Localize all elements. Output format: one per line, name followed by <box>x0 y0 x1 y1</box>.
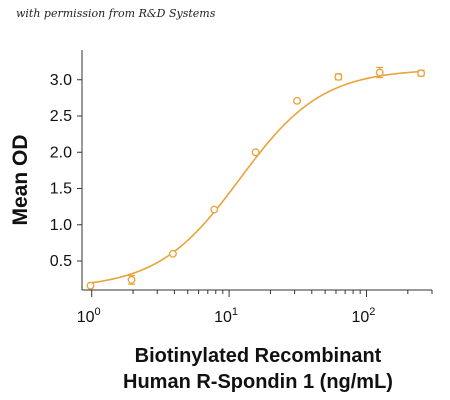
x-tick-label: 100 <box>77 306 101 326</box>
data-point <box>375 68 384 77</box>
data-point <box>127 275 136 284</box>
fit-curve <box>90 70 422 284</box>
y-tick-label: 1.5 <box>50 181 72 198</box>
x-axis-label-line-2: Human R-Spondin 1 (ng/mL) <box>123 371 393 393</box>
plot-frame <box>81 50 432 291</box>
data-point <box>293 96 302 105</box>
credit-text: with permission from R&D Systems <box>16 7 216 20</box>
x-axis-label-line-1: Biotinylated Recombinant <box>135 345 382 367</box>
data-point <box>251 148 260 157</box>
y-tick-label: 2.5 <box>50 108 72 125</box>
data-points <box>86 66 426 290</box>
x-tick-label: 101 <box>214 306 238 326</box>
y-tick-label: 0.5 <box>50 253 72 270</box>
data-point <box>86 281 95 290</box>
y-axis-label: Mean OD <box>9 134 32 225</box>
y-tick-label: 2.0 <box>50 144 72 161</box>
y-axis-ticks: 0.5 1.0 1.5 2.0 2.5 3.0 <box>50 72 82 270</box>
data-point <box>210 205 219 214</box>
data-point <box>334 72 343 81</box>
data-point <box>417 69 426 78</box>
y-tick-label: 3.0 <box>50 72 72 89</box>
data-point <box>168 249 177 258</box>
x-tick-label: 102 <box>351 306 375 326</box>
x-axis-ticks: 100 101 102 <box>77 290 433 326</box>
y-tick-label: 1.0 <box>50 217 72 234</box>
